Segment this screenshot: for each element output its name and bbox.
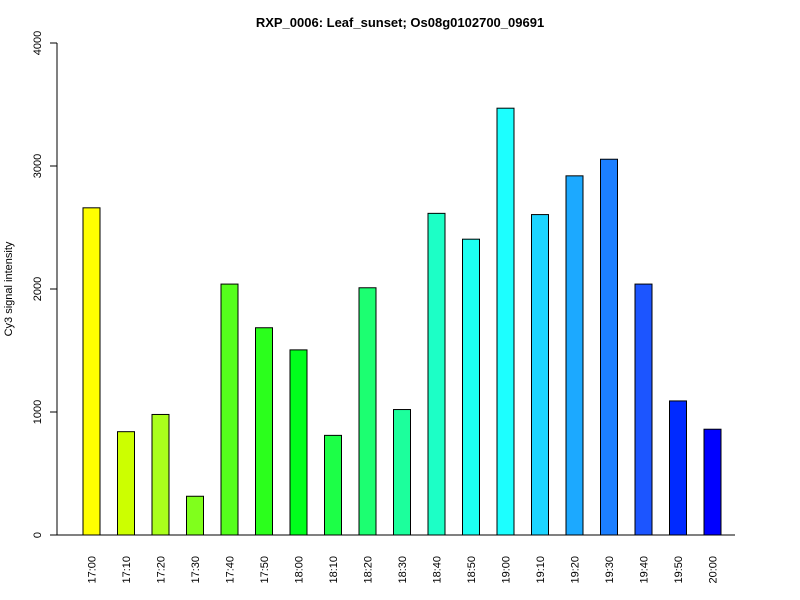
x-tick-labels: 17:00 17:10 17:20 17:30 17:40 17:50 18:00 18:10… bbox=[87, 556, 720, 584]
x-tick-label: 18:00 bbox=[294, 556, 306, 584]
y-tick-label: 2000 bbox=[32, 277, 44, 301]
bar-1950 bbox=[669, 400, 687, 536]
x-tick-label: 19:00 bbox=[501, 556, 513, 584]
x-tick-label: 17:10 bbox=[121, 556, 133, 584]
bar-1930 bbox=[600, 158, 618, 536]
y-tick-label: 0 bbox=[32, 532, 44, 538]
bar-2000 bbox=[703, 428, 722, 536]
bar-1710 bbox=[117, 431, 135, 536]
bar-1700 bbox=[82, 207, 101, 536]
x-tick-label: 19:10 bbox=[535, 556, 547, 584]
x-tick-label: 18:10 bbox=[328, 556, 340, 584]
bar-1820 bbox=[358, 287, 377, 536]
bar-1720 bbox=[151, 413, 170, 536]
y-tick-label: 3000 bbox=[32, 154, 44, 178]
bar-1850 bbox=[462, 238, 480, 536]
x-tick-label: 18:20 bbox=[363, 556, 375, 584]
bar-1740 bbox=[220, 283, 239, 536]
bar-1830 bbox=[393, 409, 411, 536]
y-axis-label: Cy3 signal intensity bbox=[3, 241, 15, 336]
bar-1810 bbox=[324, 434, 342, 536]
x-tick-label: 18:30 bbox=[397, 556, 409, 584]
x-tick-label: 19:20 bbox=[570, 556, 582, 584]
bar-1840 bbox=[427, 212, 446, 536]
bars bbox=[82, 107, 722, 536]
x-tick-label: 17:00 bbox=[87, 556, 99, 584]
x-tick-label: 19:40 bbox=[639, 556, 651, 584]
y-axis: 0 1000 2000 3000 4000 bbox=[32, 31, 58, 538]
bar-1920 bbox=[565, 175, 584, 536]
y-tick-label: 4000 bbox=[32, 31, 44, 55]
y-tick-label: 1000 bbox=[32, 400, 44, 424]
bar-1800 bbox=[289, 349, 308, 536]
x-tick-label: 17:50 bbox=[259, 556, 271, 584]
x-tick-label: 19:50 bbox=[673, 556, 685, 584]
x-tick-label: 18:40 bbox=[432, 556, 444, 584]
x-tick-label: 17:30 bbox=[190, 556, 202, 584]
bar-1730 bbox=[186, 495, 204, 536]
x-tick-label: 19:30 bbox=[604, 556, 616, 584]
x-tick-label: 17:20 bbox=[156, 556, 168, 584]
chart-title: RXP_0006: Leaf_sunset; Os08g0102700_0969… bbox=[256, 15, 544, 30]
x-tick-label: 20:00 bbox=[708, 556, 720, 584]
x-tick-label: 18:50 bbox=[466, 556, 478, 584]
bar-1940 bbox=[634, 283, 653, 536]
bar-1750 bbox=[255, 327, 273, 536]
x-tick-label: 17:40 bbox=[225, 556, 237, 584]
bar-1900 bbox=[496, 107, 515, 536]
bar-1910 bbox=[531, 214, 549, 536]
